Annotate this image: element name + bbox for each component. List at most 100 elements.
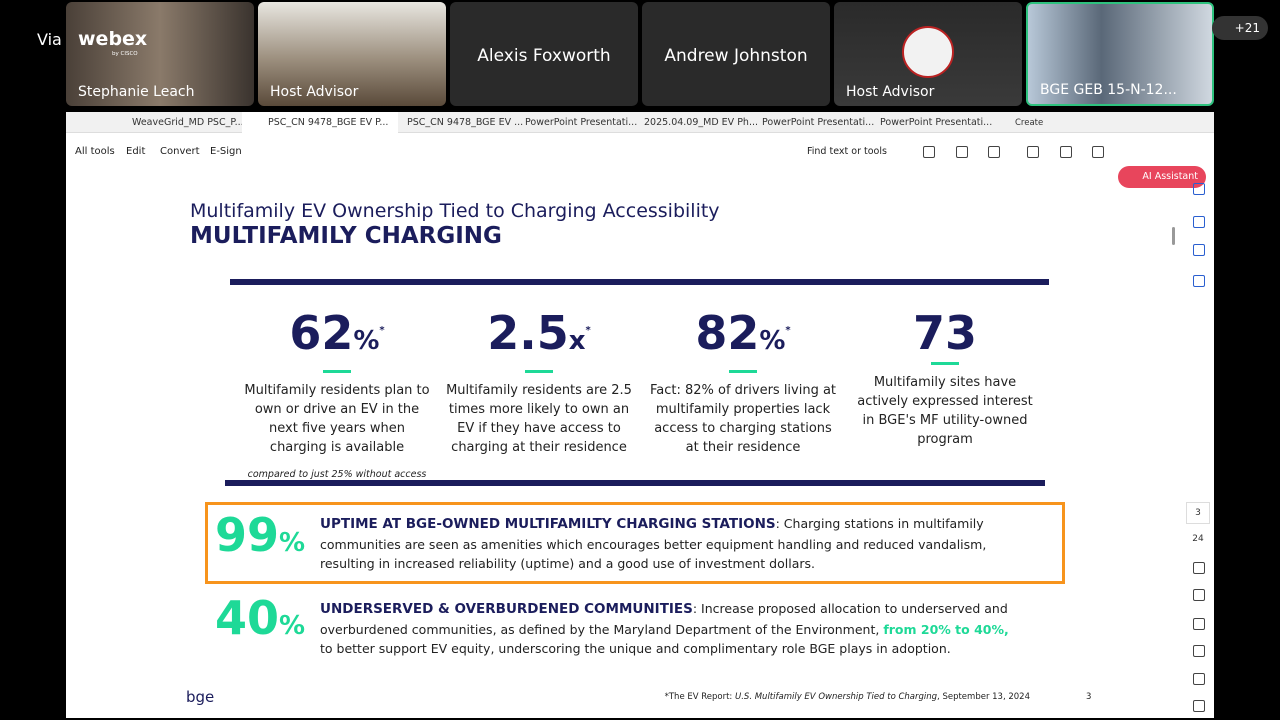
scrollbar-thumb[interactable] — [1172, 227, 1175, 245]
stat-underline — [323, 370, 351, 373]
tile-name: Stephanie Leach — [78, 84, 195, 100]
stat-number: 73 — [850, 308, 1040, 358]
stat-text: Multifamily residents plan to own or dri… — [244, 383, 430, 455]
stat-mark: * — [585, 325, 591, 336]
slide-subtitle: Multifamily EV Ownership Tied to Chargin… — [190, 200, 720, 222]
menu-item[interactable]: Convert — [160, 146, 200, 157]
stat-number: 62%* — [242, 308, 432, 366]
sidebar-icon[interactable] — [1193, 645, 1205, 657]
active-tab — [242, 112, 398, 133]
footnote-date: , September 13, 2024 — [937, 692, 1030, 702]
menu-item[interactable]: E-Sign — [210, 146, 242, 157]
browser-tab[interactable]: PSC_CN 9478_BGE EV ... — [407, 117, 524, 128]
stat: 62%* Multifamily residents plan to own or… — [242, 308, 432, 480]
footnote-prefix: *The EV Report: — [664, 692, 735, 702]
top-rule — [230, 279, 1049, 285]
sidebar-icon[interactable] — [1193, 618, 1205, 630]
highlight-number: 99% — [215, 508, 305, 562]
stat-value: 82 — [695, 306, 760, 360]
video-tile[interactable]: BGE GEB 15-N-12... — [1026, 2, 1214, 106]
highlight-number: 40% — [215, 591, 305, 645]
stat-text: Multifamily sites have actively expresse… — [857, 375, 1033, 447]
highlight-heading: UNDERSERVED & OVERBURDENED COMMUNITIES — [320, 601, 693, 617]
browser-tab[interactable]: PowerPoint Presentati... — [762, 117, 875, 128]
video-tile[interactable]: Stephanie Leach — [66, 2, 254, 106]
stat-mark: * — [379, 325, 385, 336]
tile-name: Host Advisor — [846, 84, 935, 100]
highlight-body: : Increase proposed allocation to unders… — [320, 601, 1008, 637]
tile-name: Host Advisor — [270, 84, 359, 100]
sidebar-icon[interactable] — [1193, 183, 1205, 195]
stat-value: 2.5 — [487, 306, 569, 360]
toolbar-icon[interactable] — [956, 146, 968, 158]
footnote: *The EV Report: U.S. Multifamily EV Owne… — [560, 692, 1030, 702]
page-number: 3 — [1086, 692, 1092, 702]
stat-text: Fact: 82% of drivers living at multifami… — [649, 383, 837, 455]
sidebar-icon[interactable] — [1193, 700, 1205, 712]
video-tile[interactable]: Host Advisor — [834, 2, 1022, 106]
stat-value: 62 — [289, 306, 354, 360]
participant-count[interactable]: +21 — [1212, 16, 1268, 40]
menu-item[interactable]: All tools — [75, 146, 115, 157]
highlight-heading: UPTIME AT BGE-OWNED MULTIFAMILTY CHARGIN… — [320, 516, 776, 532]
highlight-emphasis: from 20% to 40%, — [883, 621, 1009, 637]
stat-note: compared to just 25% without access — [247, 469, 427, 480]
browser-tab[interactable]: WeaveGrid_MD PSC_P... — [132, 117, 244, 128]
stat-underline — [729, 370, 757, 373]
stat-mark: * — [785, 325, 791, 336]
highlight-body: : Charging stations in multifamily commu… — [320, 516, 987, 571]
footnote-source: U.S. Multifamily EV Ownership Tied to Ch… — [735, 692, 938, 702]
toolbar-icon[interactable] — [988, 146, 1000, 158]
stat: 2.5x* Multifamily residents are 2.5 times… — [444, 308, 634, 457]
brand: webex — [78, 28, 148, 50]
menu-item[interactable]: Edit — [126, 146, 146, 157]
sidebar-icon[interactable] — [1193, 589, 1205, 601]
highlight-box — [205, 502, 1065, 584]
stat: 82%* Fact: 82% of drivers living at multi… — [648, 308, 838, 457]
highlight-unit: % — [279, 611, 306, 641]
highlight-text: UPTIME AT BGE-OWNED MULTIFAMILTY CHARGIN… — [320, 514, 1020, 574]
stat-unit: x — [568, 326, 586, 356]
toolbar-icon[interactable] — [1060, 146, 1072, 158]
avatar — [902, 26, 954, 78]
sidebar-icon[interactable] — [1193, 216, 1205, 228]
sidebar-icon[interactable] — [1193, 673, 1205, 685]
slide-title: MULTIFAMILY CHARGING — [190, 223, 502, 249]
toolbar-icon[interactable] — [1092, 146, 1104, 158]
browser-tab[interactable]: PowerPoint Presentati... — [525, 117, 638, 128]
browser-tab[interactable]: PowerPoint Presentati... — [880, 117, 993, 128]
stat-unit: % — [759, 326, 786, 356]
stat-unit: % — [353, 326, 380, 356]
page-total: 24 — [1192, 534, 1204, 544]
page-current[interactable]: 3 — [1186, 502, 1210, 524]
browser-tab[interactable]: PSC_CN 9478_BGE EV P... — [268, 117, 389, 128]
brand-sub: by CISCO — [112, 51, 138, 57]
browser-window: AI Assistant Find text or tools 3 24 — [66, 112, 1214, 718]
logo: bge — [186, 688, 215, 706]
stat-underline — [525, 370, 553, 373]
highlight-value: 40 — [215, 591, 280, 645]
highlight-unit: % — [279, 528, 306, 558]
stat-value: 73 — [912, 306, 977, 360]
video-tile[interactable]: Andrew Johnston — [642, 2, 830, 106]
highlight-body-end: to better support EV equity, underscorin… — [320, 641, 951, 656]
toolbar-icon[interactable] — [923, 146, 935, 158]
sidebar-icon[interactable] — [1193, 275, 1205, 287]
stat-text: Multifamily residents are 2.5 times more… — [446, 383, 632, 455]
sidebar-icon[interactable] — [1193, 244, 1205, 256]
bottom-rule — [225, 480, 1045, 486]
ai-assistant-button[interactable]: AI Assistant — [1118, 166, 1206, 188]
new-tab[interactable]: Create — [1015, 118, 1044, 128]
sidebar-icon[interactable] — [1193, 562, 1205, 574]
stat-underline — [931, 362, 959, 365]
tile-center-name: Andrew Johnston — [664, 46, 808, 66]
highlight-text: UNDERSERVED & OVERBURDENED COMMUNITIES: … — [320, 599, 1020, 659]
video-tile[interactable]: Alexis Foxworth — [450, 2, 638, 106]
brand-prefix: Via — [37, 30, 62, 49]
toolbar-icon[interactable] — [1027, 146, 1039, 158]
browser-tab[interactable]: 2025.04.09_MD EV Ph... — [644, 117, 759, 128]
highlight-value: 99 — [215, 508, 280, 562]
video-tile[interactable]: Host Advisor — [258, 2, 446, 106]
search-tools[interactable]: Find text or tools — [807, 146, 887, 157]
